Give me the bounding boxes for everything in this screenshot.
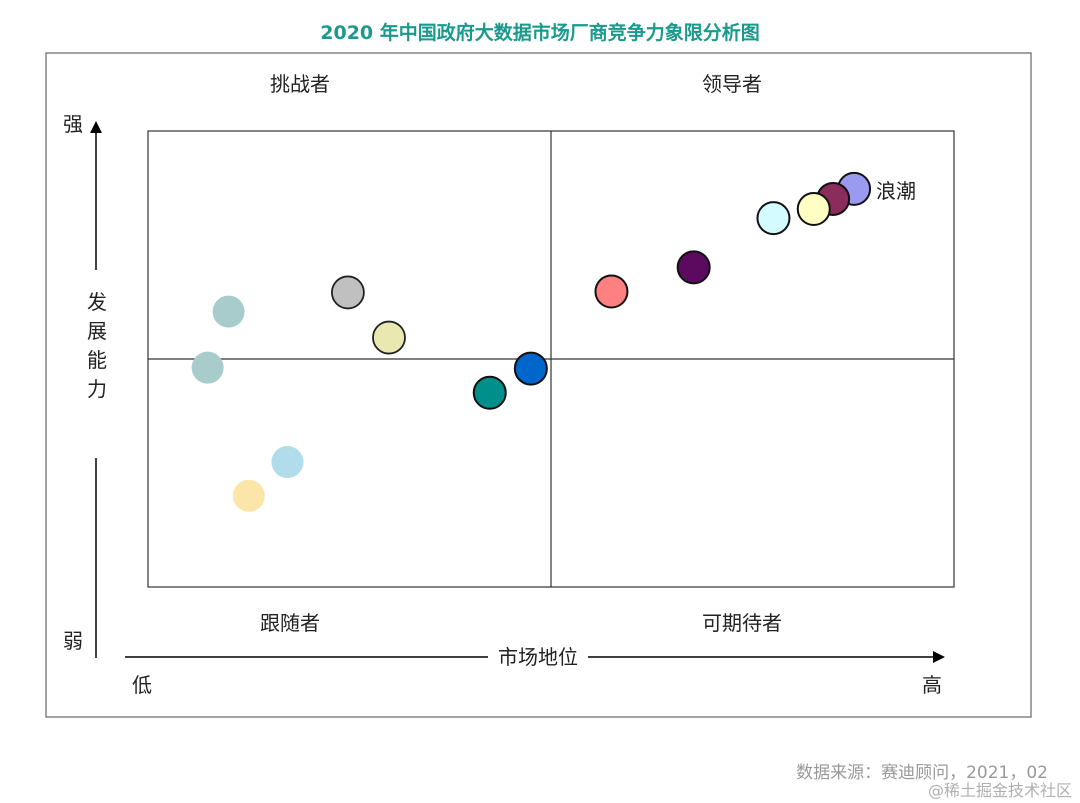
y-high-label: 强 [63,112,83,136]
quadrant-label-followers: 跟随者 [260,611,320,635]
quadrant-label-leaders: 领导者 [702,72,762,96]
data-point [594,274,629,309]
y-axis-label-char: 能 [87,348,107,372]
y-axis-label-char: 力 [87,377,107,401]
y-axis-label-char: 展 [87,319,107,343]
data-point [212,295,245,328]
data-point [191,351,224,384]
quadrant-label-promising: 可期待者 [702,611,782,635]
data-point [232,479,265,512]
x-high-label: 高 [922,673,942,697]
x-low-label: 低 [132,673,152,697]
x-axis-label: 市场地位 [498,645,578,669]
data-point [330,275,365,310]
data-point [756,201,791,236]
y-axis-label-char: 发 [87,290,107,314]
data-point [472,375,507,410]
quadrant-label-challengers: 挑战者 [270,72,330,96]
data-point [372,320,406,355]
data-point [676,250,711,285]
watermark-text: @稀土掘金技术社区 [928,781,1072,800]
outer-frame [45,52,1032,718]
data-source: 数据来源：赛迪顾问，2021，02 [796,762,1048,783]
data-point [796,191,831,226]
data-point [513,351,548,386]
data-point-label: 浪潮 [876,179,916,203]
chart-title: 2020 年中国政府大数据市场厂商竞争力象限分析图 [320,21,760,44]
data-point [271,446,304,479]
y-low-label: 弱 [63,629,83,653]
data-points: 浪潮 [191,171,916,512]
